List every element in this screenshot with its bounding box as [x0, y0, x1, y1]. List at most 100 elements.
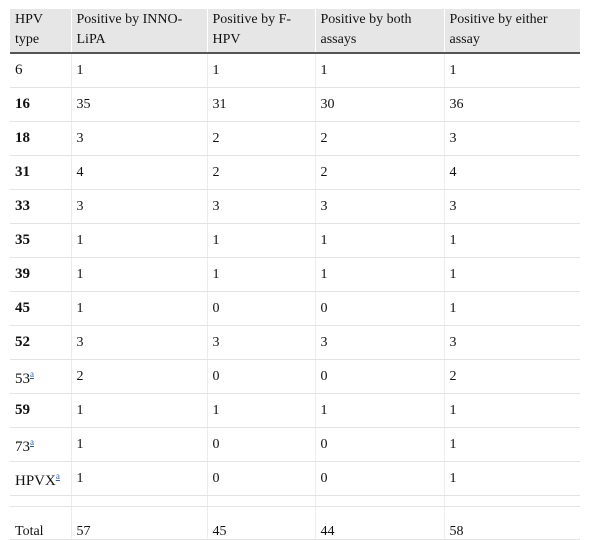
- value-cell: 0: [314, 461, 444, 496]
- table-row: 18 3 2 2 3: [10, 121, 580, 156]
- table-row: 59 1 1 1 1: [10, 393, 580, 428]
- value-cell: 0: [206, 461, 315, 496]
- value-cell: 0: [314, 427, 444, 462]
- hpv-type-cell: HPVXa: [10, 461, 71, 496]
- footnote-link[interactable]: a: [30, 368, 34, 379]
- hpv-type-cell: 18: [10, 121, 71, 156]
- hpv-type-cell: 39: [10, 257, 71, 292]
- hpv-type-label: HPVX: [15, 472, 56, 489]
- hpv-type-label: 35: [15, 232, 30, 248]
- table-row: 53a 2 0 0 2: [10, 359, 580, 394]
- hpv-type-cell: 33: [10, 189, 71, 224]
- value-cell: 3: [70, 189, 207, 224]
- value-cell: 1: [314, 223, 444, 258]
- total-value: 58: [443, 506, 580, 540]
- value-cell: 1: [314, 257, 444, 292]
- hpv-type-label: 45: [15, 300, 30, 316]
- spacer-cell: [443, 495, 580, 507]
- table-row: 33 3 3 3 3: [10, 189, 580, 224]
- value-cell: 1: [443, 257, 580, 292]
- hpv-type-label: 52: [15, 334, 30, 350]
- value-cell: 2: [70, 359, 207, 394]
- header-f-hpv: Positive by F-HPV: [206, 9, 315, 54]
- value-cell: 35: [70, 87, 207, 122]
- footnote-link[interactable]: a: [55, 470, 60, 481]
- value-cell: 2: [314, 155, 444, 190]
- spacer-cell: [70, 495, 207, 507]
- value-cell: 2: [443, 359, 580, 394]
- value-cell: 1: [70, 257, 207, 292]
- spacer-cell: [206, 495, 315, 507]
- value-cell: 1: [443, 223, 580, 258]
- value-cell: 1: [70, 223, 207, 258]
- value-cell: 30: [314, 87, 444, 122]
- header-inno-lipa: Positive by INNO-LiPA: [70, 9, 207, 54]
- hpv-type-cell: 6: [10, 53, 71, 88]
- hpv-type-label: 31: [15, 164, 30, 180]
- value-cell: 3: [443, 189, 580, 224]
- value-cell: 2: [206, 155, 315, 190]
- value-cell: 3: [70, 121, 207, 156]
- header-row: HPV type Positive by INNO-LiPA Positive …: [10, 9, 580, 54]
- hpv-type-cell: 53a: [10, 359, 71, 394]
- value-cell: 1: [70, 427, 207, 462]
- value-cell: 2: [314, 121, 444, 156]
- value-cell: 1: [443, 291, 580, 326]
- value-cell: 1: [443, 393, 580, 428]
- total-row: Total 57 45 44 58: [10, 506, 580, 540]
- table-row: HPVXa 1 0 0 1: [10, 461, 580, 496]
- value-cell: 3: [206, 325, 315, 360]
- table-row: 35 1 1 1 1: [10, 223, 580, 258]
- table-row: 52 3 3 3 3: [10, 325, 580, 360]
- header-both-assays: Positive by both assays: [314, 9, 444, 54]
- hpv-type-label: 18: [15, 130, 30, 146]
- value-cell: 1: [206, 53, 315, 88]
- table-row: 45 1 0 0 1: [10, 291, 580, 326]
- value-cell: 1: [206, 223, 315, 258]
- value-cell: 3: [314, 325, 444, 360]
- hpv-type-cell: 35: [10, 223, 71, 258]
- footnote-link[interactable]: a: [30, 436, 34, 447]
- hpv-type-cell: 45: [10, 291, 71, 326]
- table-row: 73a 1 0 0 1: [10, 427, 580, 462]
- value-cell: 1: [443, 53, 580, 88]
- value-cell: 3: [443, 325, 580, 360]
- header-either-assay: Positive by either assay: [443, 9, 580, 54]
- value-cell: 1: [314, 393, 444, 428]
- value-cell: 0: [314, 291, 444, 326]
- value-cell: 0: [314, 359, 444, 394]
- hpv-type-cell: 52: [10, 325, 71, 360]
- total-value: 44: [314, 506, 444, 540]
- header-hpv-type: HPV type: [10, 9, 71, 54]
- hpv-type-label: 73: [15, 438, 30, 455]
- value-cell: 4: [443, 155, 580, 190]
- table-row: 31 4 2 2 4: [10, 155, 580, 190]
- value-cell: 1: [443, 461, 580, 496]
- spacer-cell: [10, 495, 71, 507]
- value-cell: 3: [206, 189, 315, 224]
- value-cell: 1: [206, 257, 315, 292]
- value-cell: 3: [314, 189, 444, 224]
- hpv-type-cell: 31: [10, 155, 71, 190]
- value-cell: 2: [206, 121, 315, 156]
- value-cell: 1: [70, 291, 207, 326]
- table-row: 39 1 1 1 1: [10, 257, 580, 292]
- value-cell: 3: [443, 121, 580, 156]
- spacer-row: [10, 495, 580, 507]
- value-cell: 1: [443, 427, 580, 462]
- value-cell: 36: [443, 87, 580, 122]
- hpv-type-cell: 73a: [10, 427, 71, 462]
- hpv-results-table: HPV type Positive by INNO-LiPA Positive …: [10, 9, 580, 540]
- value-cell: 0: [206, 291, 315, 326]
- value-cell: 1: [206, 393, 315, 428]
- value-cell: 1: [70, 461, 207, 496]
- value-cell: 1: [70, 393, 207, 428]
- hpv-type-label: 33: [15, 198, 30, 214]
- value-cell: 0: [206, 359, 315, 394]
- total-value: 45: [206, 506, 315, 540]
- spacer-cell: [314, 495, 444, 507]
- value-cell: 3: [70, 325, 207, 360]
- hpv-type-label: 6: [15, 62, 23, 78]
- value-cell: 0: [206, 427, 315, 462]
